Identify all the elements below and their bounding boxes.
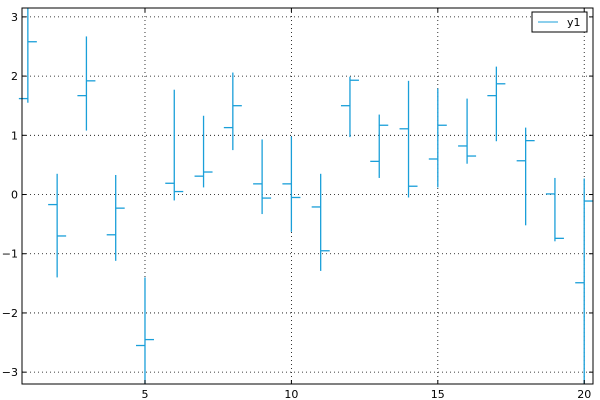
ohlc-bar — [106, 174, 125, 261]
ohlc-bar — [487, 66, 506, 142]
series-y1 — [18, 8, 594, 384]
tick-label-x: 15 — [431, 388, 445, 400]
ohlc-bar — [428, 88, 447, 188]
ohlc-bar — [458, 98, 477, 164]
ohlc-bar — [253, 139, 272, 215]
tick-label-y: −3 — [2, 366, 18, 379]
ohlc-bar — [165, 89, 184, 201]
ohlc-bar — [340, 76, 359, 138]
tick-label-x: 5 — [141, 388, 148, 400]
legend-label: y1 — [567, 16, 581, 29]
tick-label-y: 1 — [11, 129, 18, 142]
ohlc-bar — [516, 127, 535, 226]
ohlc-bar — [282, 136, 301, 232]
tick-label-y: −2 — [2, 307, 18, 320]
tick-label-x: 10 — [284, 388, 298, 400]
ohlc-bar — [135, 277, 154, 384]
ohlc-bar — [48, 173, 67, 278]
ohlc-bar — [575, 178, 594, 384]
ohlc-bar — [370, 114, 389, 178]
tick-label-x: 20 — [577, 388, 591, 400]
axis-ticks: 5 10 15 20 −3 −2 −1 0 1 2 3 — [2, 8, 593, 400]
ohlc-bar — [18, 8, 37, 103]
tick-label-y: 2 — [11, 70, 18, 83]
grid — [22, 8, 593, 384]
ohlc-bar — [399, 80, 418, 198]
tick-label-y: 0 — [11, 189, 18, 202]
ohlc-bar — [77, 36, 96, 131]
ohlc-bar — [545, 177, 564, 242]
tick-label-y: −1 — [2, 248, 18, 261]
ohlc-bar — [194, 115, 213, 188]
ohlc-bar — [223, 72, 242, 151]
legend-box — [531, 11, 588, 33]
tick-label-y: 3 — [11, 11, 18, 24]
ohlc-bar — [311, 173, 330, 271]
plot-frame — [21, 7, 594, 385]
legend: y1 — [531, 11, 588, 33]
